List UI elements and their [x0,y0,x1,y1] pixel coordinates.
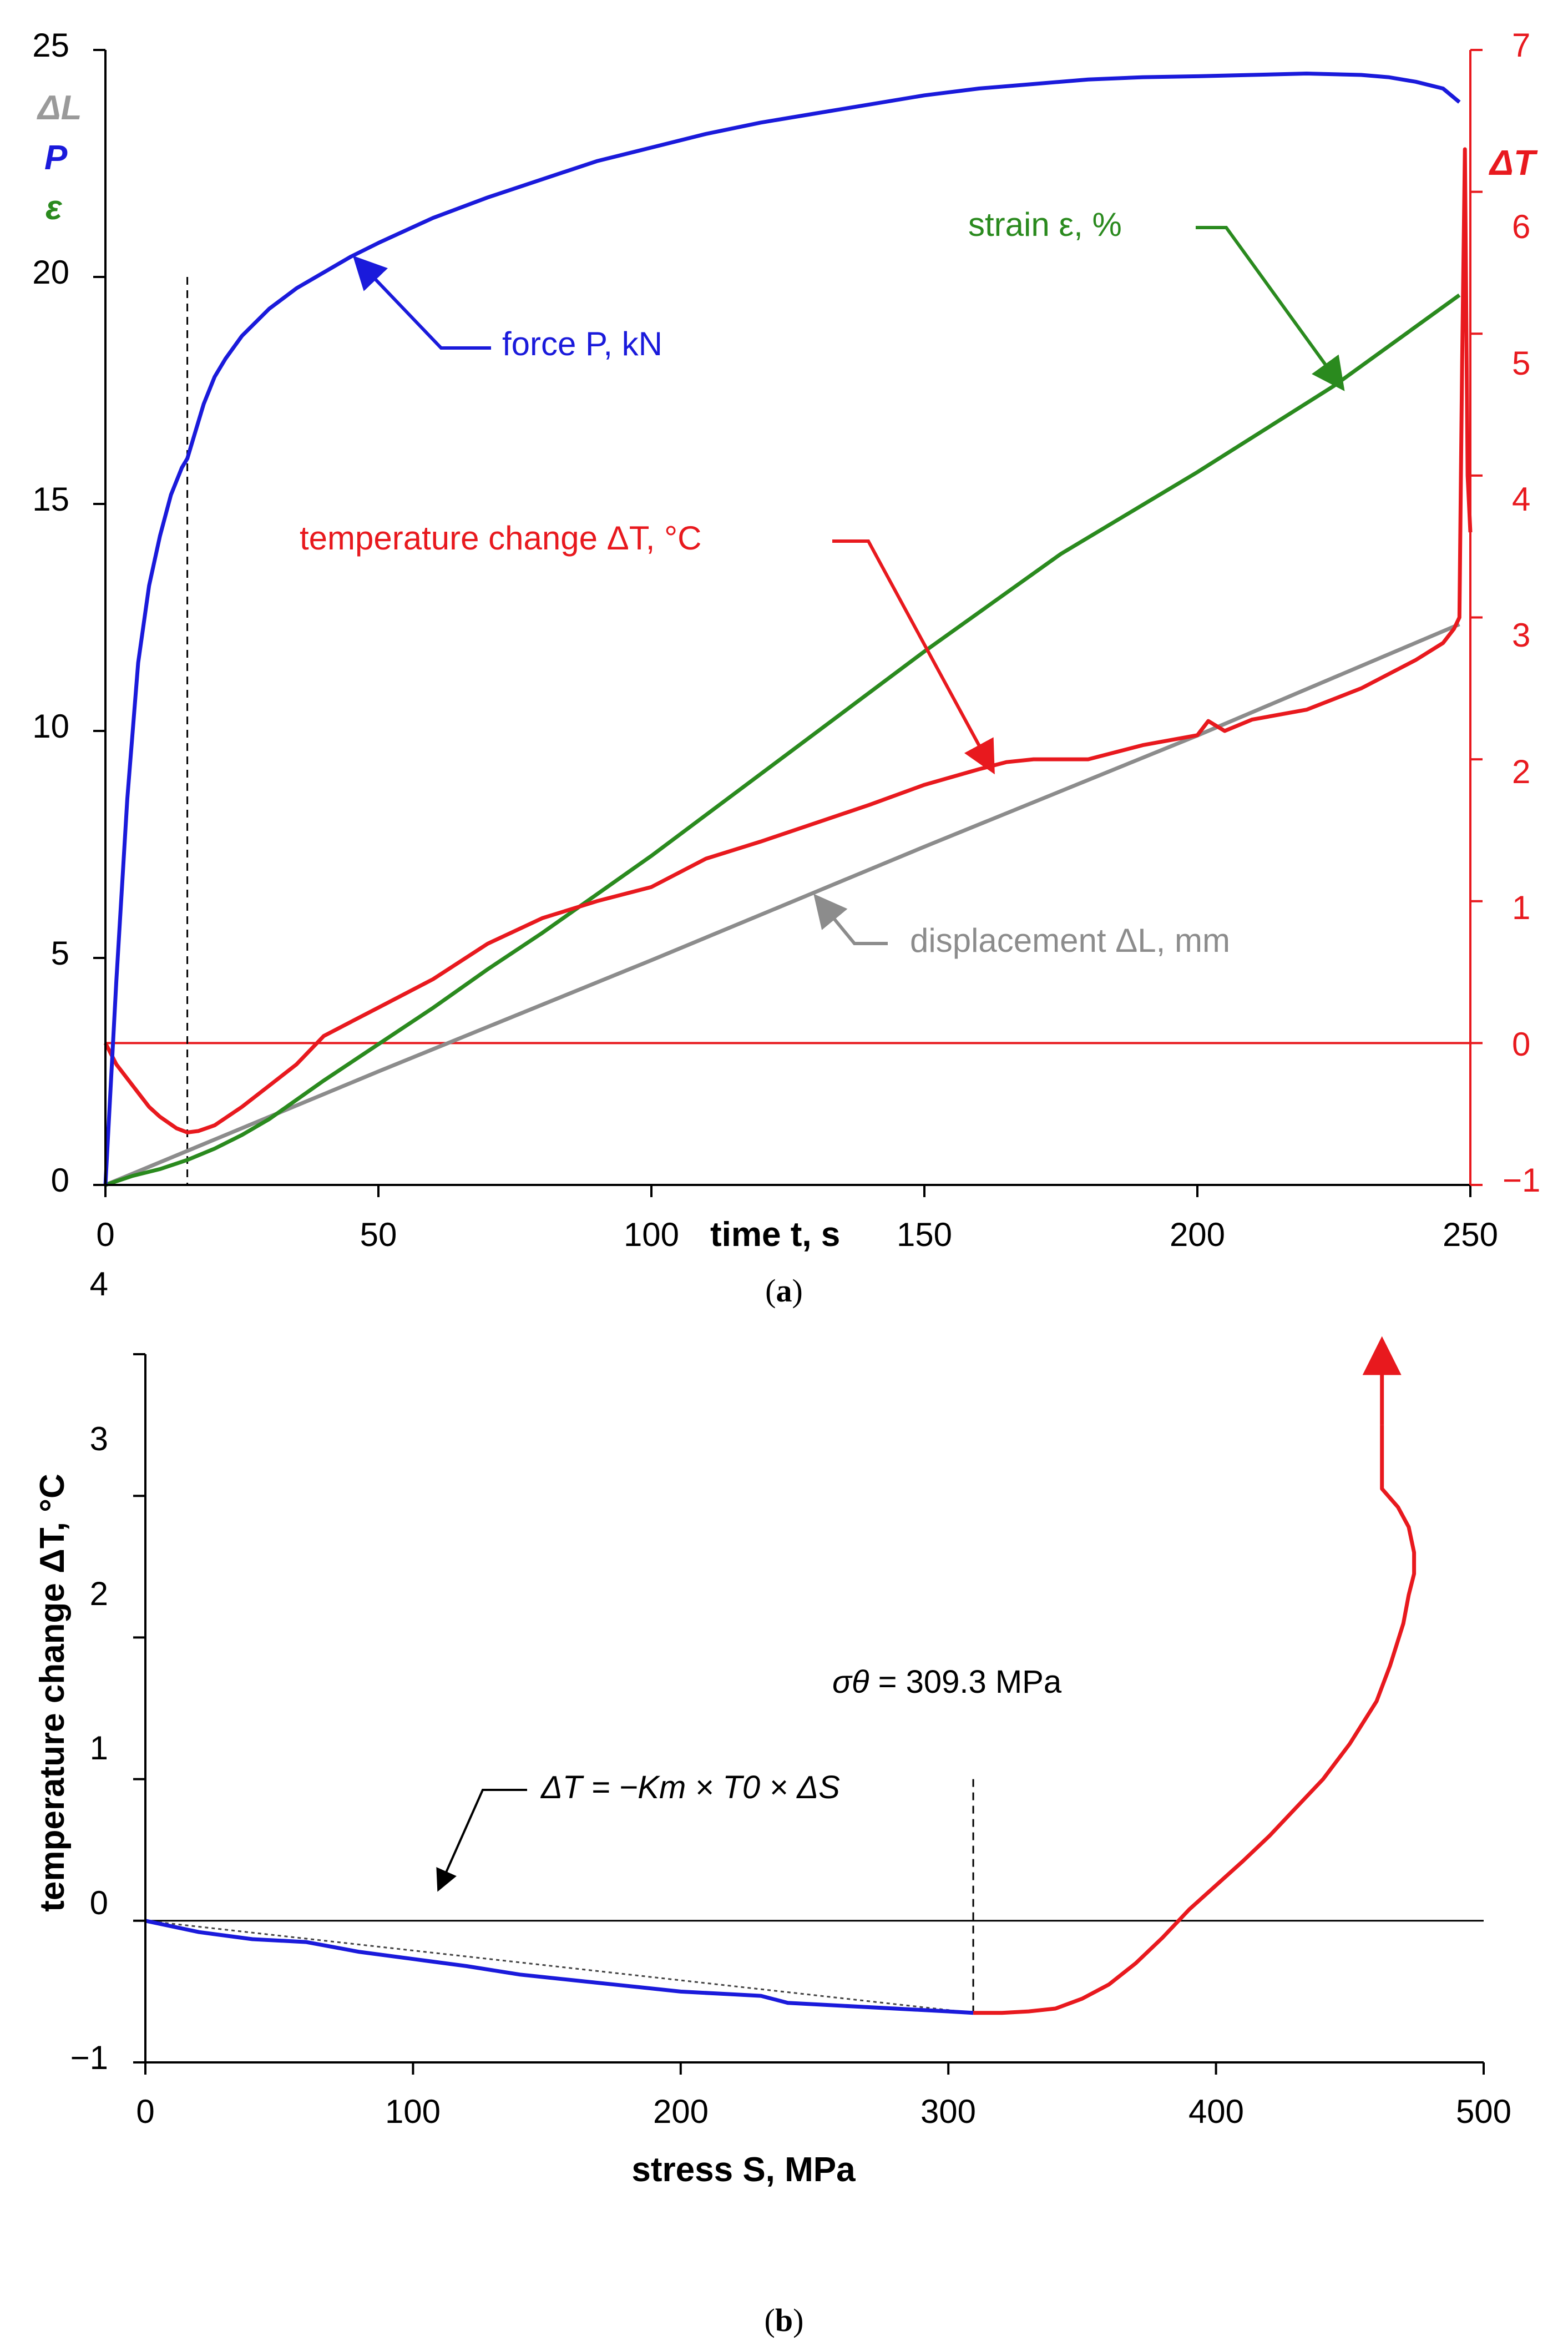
x-tick-label: 400 [1188,2093,1244,2130]
right-tick-label: 2 [1512,753,1530,790]
series-plastic-line [973,1425,1417,2015]
y-tick-label: 1 [90,1729,108,1767]
y-axis-label-b: temperature change ΔT, °C [33,1474,72,1911]
right-tick-label: 5 [1512,345,1530,382]
left-axis-label-strain: ε [45,189,63,227]
series-elastic-line [145,1919,974,2015]
x-axis-tick-labels: 0 50 100 150 200 250 [96,1216,1498,1253]
x-axis-label: time t, s [710,1215,840,1254]
strain-annotation-arrow [1196,226,1345,391]
y-tick-label: 4 [90,1265,108,1303]
temperature-annotation-arrow [832,539,995,775]
right-tick-label: −1 [1503,1162,1540,1199]
left-tick-label: 5 [51,935,69,972]
displacement-annotation-label: displacement ΔL, mm [910,922,1230,959]
left-axis-tick-labels: 0 5 10 15 20 25 [32,27,69,1199]
x-axis-tick-labels-b: 0 100 200 300 400 500 [136,2093,1511,2130]
right-tick-label: 7 [1512,27,1530,64]
right-tick-label: 6 [1512,208,1530,245]
left-axis-label-force: P [44,139,68,177]
left-tick-label: 10 [32,708,69,745]
x-tick-label: 300 [920,2093,976,2130]
left-tick-label: 0 [51,1162,69,1199]
y-tick-label: 2 [90,1575,108,1612]
y-tick-label: 0 [90,1884,108,1921]
left-axis-label-displacement: ΔL [37,89,82,127]
panel-b: −1 0 1 2 3 4 0 100 200 300 400 500 stres… [33,1265,1511,2338]
right-tick-label: 3 [1512,617,1530,654]
y-tick-label: −1 [70,2039,108,2076]
panel-a-caption: (a) [765,1273,803,1309]
x-tick-label: 500 [1456,2093,1511,2130]
axis-ticks-b [133,1353,1485,2075]
left-tick-label: 15 [32,481,69,518]
series-temperature-line [103,147,1473,1134]
y-axis-tick-labels-b: −1 0 1 2 3 4 [70,1265,108,2076]
series-strain-line [104,293,1461,1187]
x-tick-label: 250 [1443,1216,1498,1253]
threshold-value: = 309.3 MPa [878,1664,1062,1700]
left-tick-label: 25 [32,27,69,64]
x-tick-label: 100 [385,2093,441,2130]
threshold-symbol: σθ [832,1664,869,1700]
x-tick-label: 0 [136,2093,154,2130]
left-tick-label: 20 [32,254,69,291]
threshold-annotation-label: σθ = 309.3 MPa [832,1664,1062,1700]
temperature-annotation-label: temperature change ΔT, °C [300,519,701,557]
panel-b-caption: (b) [765,2302,804,2338]
linear-fit-dotted-line [145,1920,974,2014]
strain-annotation-label: strain ε, % [968,206,1122,243]
force-annotation-label: force P, kN [502,325,662,362]
right-tick-label: 1 [1512,889,1530,926]
x-tick-label: 150 [897,1216,952,1253]
x-tick-label: 200 [653,2093,709,2130]
x-tick-label: 0 [96,1216,114,1253]
x-tick-label: 200 [1170,1216,1225,1253]
axis-ticks-a [93,49,1483,1197]
right-tick-label: 4 [1512,481,1530,518]
x-tick-label: 50 [360,1216,397,1253]
x-tick-label: 100 [624,1216,679,1253]
series-force-line [103,72,1461,1185]
y-tick-label: 3 [90,1420,108,1457]
right-axis-tick-labels: −1 0 1 2 3 4 5 6 7 [1503,27,1540,1199]
displacement-annotation-arrow [813,894,888,945]
x-axis-label-b: stress S, MPa [631,2151,856,2189]
force-annotation-arrow [352,255,491,350]
series-displacement-line [104,622,1460,1187]
formula-annotation-arrow [436,1789,527,1892]
panel-a: 0 5 10 15 20 25 −1 0 1 2 3 4 5 6 7 0 50 … [32,27,1540,1309]
right-axis-label: ΔT [1489,143,1538,183]
right-tick-label: 0 [1512,1026,1530,1063]
formula-annotation-label: ΔT = −Km × T0 × ΔS [540,1769,840,1805]
